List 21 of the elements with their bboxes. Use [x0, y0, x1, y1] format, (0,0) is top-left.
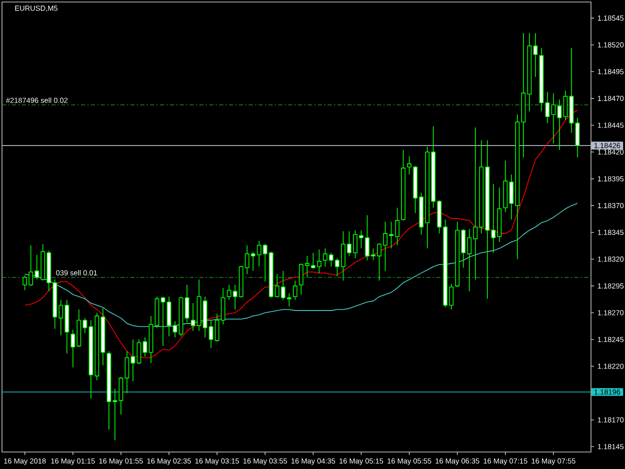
candlestick [160, 296, 166, 346]
candlestick [154, 296, 160, 328]
candlestick [569, 48, 574, 134]
candlestick [557, 99, 562, 150]
candlestick [401, 149, 406, 221]
candlestick [292, 280, 298, 300]
candlestick [166, 296, 172, 337]
candlestick [575, 117, 580, 158]
candlestick [136, 339, 142, 365]
candlestick [178, 296, 184, 337]
candlestick [184, 284, 190, 323]
candlestick [202, 296, 208, 338]
candlestick [124, 350, 130, 394]
candlestick [148, 316, 154, 364]
candlestick [196, 279, 202, 332]
candlestick [190, 302, 196, 332]
candlestick [172, 320, 178, 338]
candlestick [551, 92, 556, 144]
candlestick [130, 339, 136, 382]
candlestick [563, 90, 568, 120]
candlestick [142, 336, 148, 358]
